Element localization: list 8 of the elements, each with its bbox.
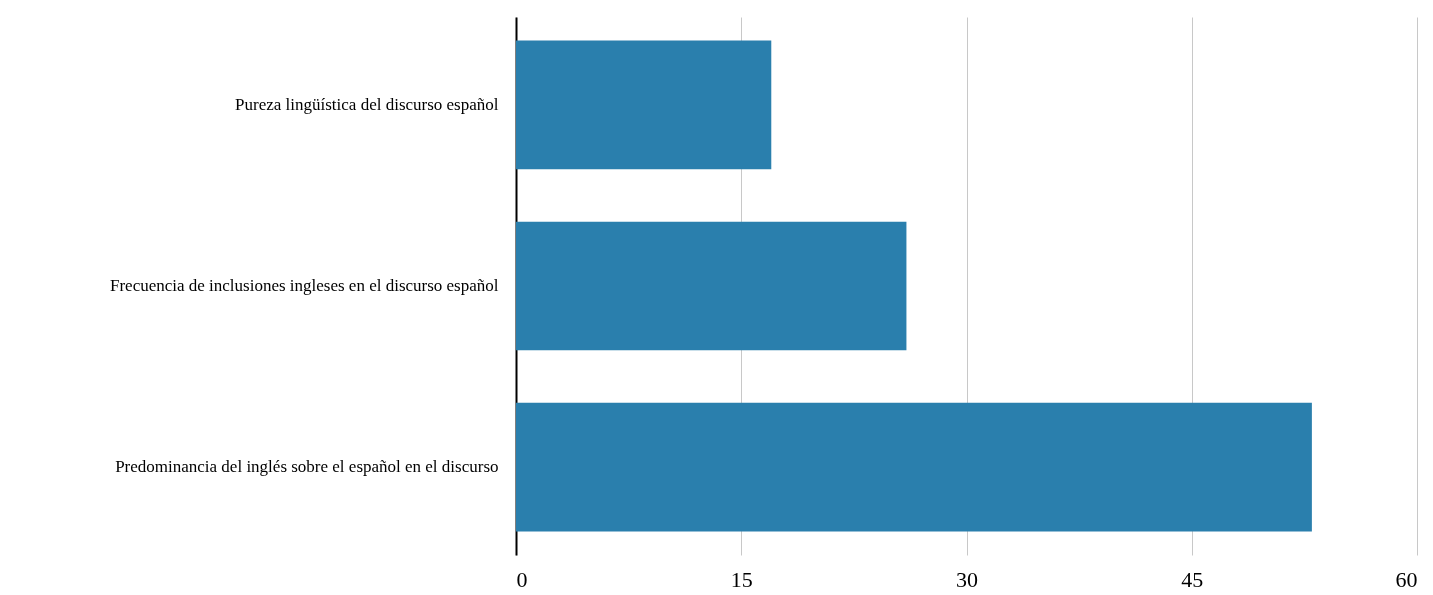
x-tick-label: 45 (1181, 566, 1204, 592)
x-tick-label: 30 (956, 566, 978, 592)
x-tick-label: 60 (1395, 566, 1418, 592)
x-tick-label: 15 (730, 566, 753, 592)
y-tick-label: Frecuencia de inclusiones ingleses en el discurso español (109, 276, 499, 295)
x-tick-label: 0 (516, 566, 528, 592)
y-tick-label: Pureza lingüística del discurso español (235, 94, 499, 114)
y-tick-label: Predominancia del inglés sobre el español en el discurso (115, 457, 499, 477)
